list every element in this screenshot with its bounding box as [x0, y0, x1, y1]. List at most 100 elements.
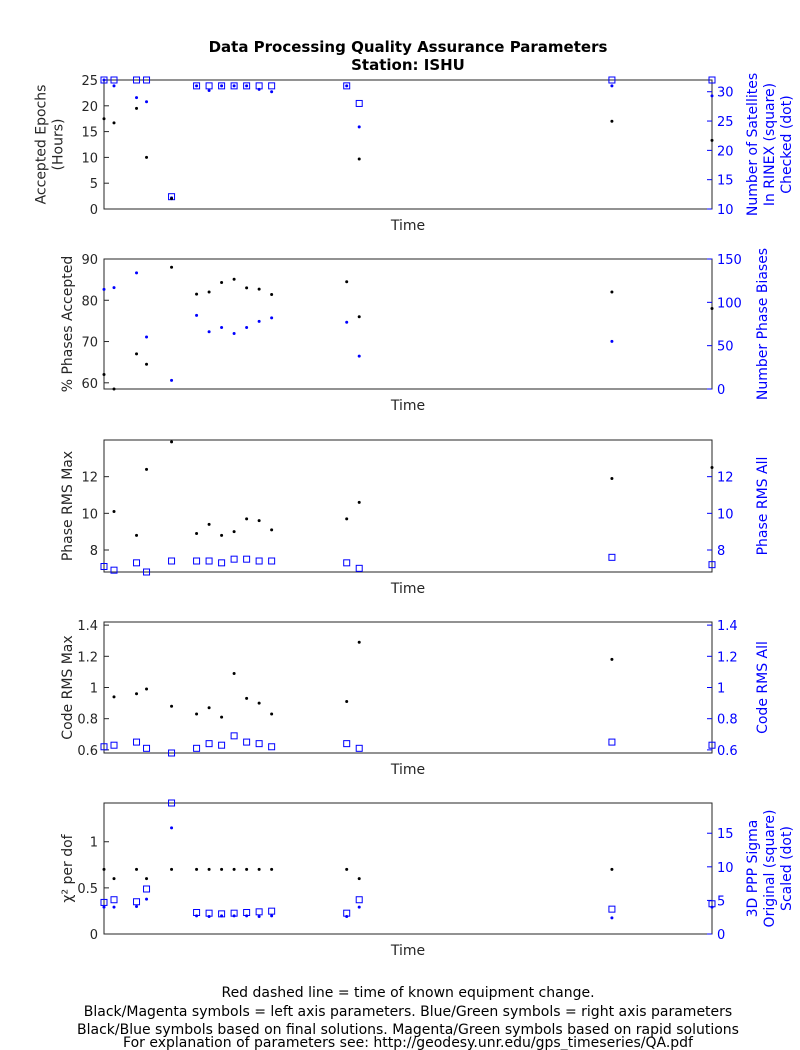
left-dot-point [232, 277, 236, 281]
right-square-point [133, 76, 141, 84]
right-axis-label: Phase RMS All [755, 457, 771, 556]
left-dot-point [220, 281, 224, 285]
right-dot-point [207, 915, 211, 919]
left-tick-label: 12 [81, 471, 98, 486]
left-dot-point [257, 701, 261, 705]
right-dot-point [257, 915, 261, 919]
right-tick-label: 5 [717, 894, 725, 909]
left-axis-label: Accepted Epochs [34, 85, 50, 205]
left-dot-point [112, 121, 116, 125]
right-dot-point [135, 96, 139, 100]
right-dot-point [270, 316, 274, 320]
left-dot-point [145, 877, 149, 881]
right-axis-label: Number of Satellites [745, 73, 761, 216]
left-dot-point [170, 867, 174, 871]
right-dot-point [232, 332, 236, 336]
left-dot-point [135, 867, 139, 871]
right-tick-label: 100 [717, 296, 742, 311]
chart-subtitle: Station: ISHU [351, 56, 465, 74]
right-dot-point [270, 90, 274, 94]
right-square-point [608, 905, 616, 913]
footer-line-3: Black/Blue symbols based on final soluti… [77, 1022, 739, 1038]
right-dot-point [195, 313, 199, 317]
left-dot-point [170, 440, 174, 444]
right-tick-label: 15 [717, 827, 734, 842]
left-tick-label: 70 [81, 336, 98, 351]
right-dot-point [710, 94, 714, 98]
right-square-point [243, 82, 251, 90]
left-dot-point [710, 307, 714, 311]
left-tick-label: 0 [90, 203, 98, 218]
left-dot-point [357, 500, 361, 504]
right-tick-label: 30 [717, 86, 734, 101]
panel-frame [103, 802, 713, 935]
chart-title: Data Processing Quality Assurance Parame… [209, 38, 608, 56]
right-square-point [168, 749, 176, 757]
left-dot-point [232, 671, 236, 675]
right-axis-label: Number Phase Biases [755, 248, 771, 400]
right-square-point [100, 898, 108, 906]
left-tick-label: 0.5 [77, 882, 98, 897]
left-dot-point [195, 712, 199, 716]
left-dot-point [170, 265, 174, 269]
panel-frame [103, 258, 713, 390]
right-tick-label: 1 [717, 682, 725, 697]
right-tick-label: 15 [717, 174, 734, 189]
right-square-point [218, 741, 226, 749]
right-tick-label: 150 [717, 253, 742, 268]
right-square-point [708, 76, 716, 84]
right-square-point [143, 568, 151, 576]
left-dot-point [170, 197, 174, 201]
left-dot-point [195, 292, 199, 296]
right-square-point [143, 744, 151, 752]
right-tick-label: 0.6 [717, 744, 738, 759]
left-dot-point [345, 280, 349, 284]
right-square-point [218, 82, 226, 90]
x-axis-label: Time [390, 581, 425, 597]
left-dot-point [195, 867, 199, 871]
left-dot-point [357, 877, 361, 881]
right-square-point [343, 559, 351, 567]
right-square-point [133, 898, 141, 906]
right-square-point [110, 76, 118, 84]
left-dot-point [270, 292, 274, 296]
left-dot-point [135, 352, 139, 356]
left-dot-point [610, 867, 614, 871]
right-dot-point [710, 905, 714, 909]
right-dot-point [345, 320, 349, 324]
right-dot-point [232, 84, 236, 88]
right-square-point [133, 559, 141, 567]
x-axis-label: Time [390, 943, 425, 959]
right-square-point [608, 76, 616, 84]
left-tick-label: 5 [90, 177, 98, 192]
right-dot-point [112, 286, 116, 290]
left-tick-label: 15 [81, 126, 98, 141]
right-square-point [708, 741, 716, 749]
left-dot-point [257, 287, 261, 291]
left-dot-point [145, 467, 149, 471]
panel-frame [103, 621, 713, 754]
left-dot-point [245, 867, 249, 871]
left-dot-point [245, 286, 249, 290]
left-axis-label: χ² per dof [60, 833, 76, 902]
right-square-point [343, 82, 351, 90]
right-dot-point [610, 339, 614, 343]
left-dot-point [357, 157, 361, 161]
right-dot-point [112, 905, 116, 909]
right-dot-point [170, 826, 174, 830]
left-tick-label: 90 [81, 253, 98, 268]
left-dot-point [345, 517, 349, 521]
right-square-point [110, 566, 118, 574]
right-tick-label: 10 [717, 861, 734, 876]
right-square-point [243, 555, 251, 563]
right-tick-label: 1.4 [717, 619, 738, 634]
right-dot-point [170, 378, 174, 382]
right-square-point [355, 99, 363, 107]
left-dot-point [135, 106, 139, 110]
x-axis-label: Time [390, 762, 425, 778]
right-square-point [268, 82, 276, 90]
right-dot-point [135, 904, 139, 908]
left-tick-label: 0 [90, 928, 98, 943]
